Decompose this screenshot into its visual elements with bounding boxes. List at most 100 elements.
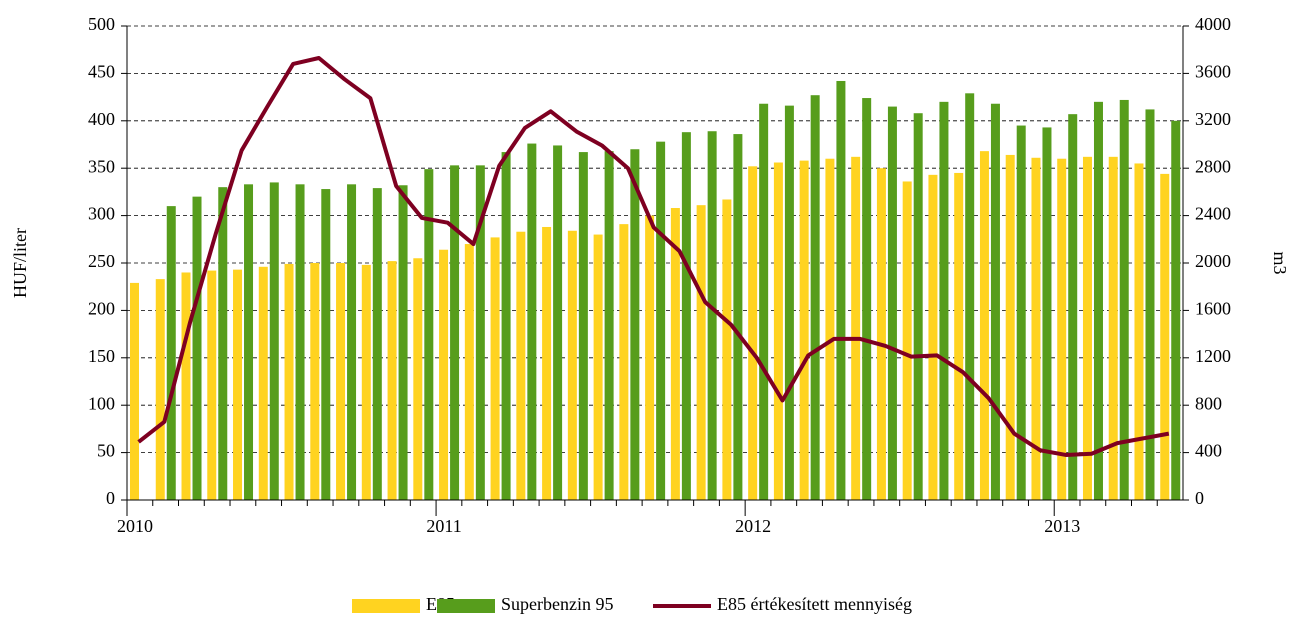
bar (670, 208, 680, 501)
y-tick-label: 150 (88, 346, 115, 366)
y2-tick-label: 1600 (1195, 299, 1231, 319)
bar (619, 224, 629, 500)
y2-tick-label: 2400 (1195, 204, 1231, 224)
y2-tick-label: 2800 (1195, 156, 1231, 176)
bar (155, 279, 165, 500)
y2-tick-label: 1200 (1195, 346, 1231, 366)
bar (810, 95, 820, 500)
y-tick-label: 100 (88, 393, 115, 413)
bar (424, 169, 434, 500)
bar (387, 261, 397, 500)
y2-tick-label: 3600 (1195, 62, 1231, 82)
bar (475, 165, 485, 500)
y-tick-label: 0 (106, 488, 115, 508)
bar (1042, 127, 1052, 500)
bar (928, 174, 938, 500)
y-tick-label: 250 (88, 251, 115, 271)
bar (825, 158, 835, 500)
bar (748, 166, 758, 500)
bar (913, 113, 923, 500)
bar (722, 199, 732, 500)
bar (990, 103, 1000, 501)
bar (1160, 173, 1170, 500)
bar (284, 263, 294, 500)
bar (954, 172, 964, 500)
bar (567, 230, 577, 500)
bar (1082, 156, 1092, 500)
y-tick-label: 500 (88, 14, 115, 34)
bar (759, 103, 769, 501)
bar (321, 189, 331, 500)
bar (851, 156, 861, 500)
bar (1057, 158, 1067, 500)
bar (604, 151, 614, 501)
bar (593, 234, 603, 500)
x-tick-label: 2013 (1044, 516, 1080, 536)
y-axis-label: HUF/liter (10, 228, 30, 298)
legend-label: E85 értékesített mennyiség (717, 594, 912, 614)
y-tick-label: 200 (88, 299, 115, 319)
y-tick-label: 50 (97, 441, 115, 461)
y2-tick-label: 0 (1195, 488, 1204, 508)
bar (310, 263, 320, 500)
bar (784, 105, 794, 500)
bar (490, 237, 500, 501)
bar (630, 149, 640, 501)
bar (578, 152, 588, 501)
bar (1171, 120, 1181, 501)
y2-tick-label: 400 (1195, 441, 1222, 461)
y-tick-label: 350 (88, 156, 115, 176)
bar (707, 131, 717, 500)
bar (233, 269, 243, 500)
bar (181, 272, 191, 500)
bar (207, 270, 217, 500)
bar (372, 188, 382, 500)
bar (361, 264, 371, 500)
bar (733, 134, 743, 500)
bar (887, 106, 897, 500)
y2-tick-label: 800 (1195, 393, 1222, 413)
bar (876, 168, 886, 500)
bar (398, 185, 408, 500)
bar (681, 132, 691, 500)
bar (645, 215, 655, 500)
bar (1108, 156, 1118, 500)
bar (1005, 154, 1015, 501)
bar (902, 181, 912, 501)
bar (1016, 125, 1026, 500)
bar (553, 145, 563, 500)
bar (258, 266, 268, 500)
legend-label: Superbenzin 95 (501, 594, 613, 614)
bar (192, 196, 202, 500)
bar (218, 187, 228, 500)
bar (413, 258, 423, 500)
bar (939, 101, 949, 500)
bar (1119, 99, 1129, 500)
bar (979, 151, 989, 501)
bar (1134, 163, 1144, 500)
bar (773, 162, 783, 500)
bar (130, 282, 139, 500)
bar (799, 160, 809, 500)
line-series (137, 55, 1170, 457)
y2-tick-label: 3200 (1195, 109, 1231, 129)
bar (269, 182, 279, 501)
bar (464, 244, 474, 500)
y2-tick-label: 2000 (1195, 251, 1231, 271)
bar (244, 184, 254, 501)
bar (696, 205, 706, 500)
bar (501, 152, 511, 501)
legend-swatch (437, 599, 495, 613)
bar (439, 249, 449, 500)
bar (656, 141, 666, 500)
x-tick-label: 2012 (735, 516, 771, 536)
bar (836, 80, 846, 500)
bar (295, 184, 305, 501)
bar (1145, 109, 1155, 500)
bar (1031, 157, 1041, 500)
bar (527, 143, 537, 500)
bar (542, 226, 552, 500)
y2-tick-label: 4000 (1195, 14, 1231, 34)
bar (862, 98, 872, 500)
